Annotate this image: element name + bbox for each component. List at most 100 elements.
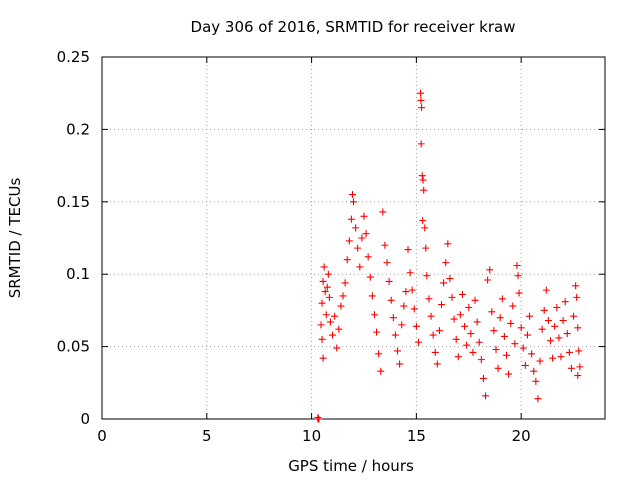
data-point [396,360,404,368]
data-point [364,253,372,261]
data-point [488,308,496,316]
x-tick-label: 20 [512,427,531,445]
data-point [352,224,360,232]
data-point [567,364,575,372]
data-point [479,374,487,382]
data-point [496,314,504,322]
data-point [408,286,416,294]
data-point [348,191,356,199]
data-point [404,246,412,254]
data-point [469,348,477,356]
data-point [406,269,414,277]
data-point [465,304,473,312]
data-point [425,295,433,303]
data-point [526,312,534,320]
data-point [461,322,469,330]
data-point [507,319,515,327]
data-point [341,279,349,287]
data-point [373,328,381,336]
x-tick-label: 15 [407,427,426,445]
data-point [343,256,351,264]
data-point [530,367,538,375]
data-point [412,322,420,330]
data-point [322,311,330,319]
data-point [429,331,437,339]
x-tick-label: 0 [97,427,107,445]
data-point [463,341,471,349]
data-point [381,241,389,249]
data-point [370,311,378,319]
data-point [561,298,569,306]
data-point [521,361,529,369]
data-point [519,344,527,352]
data-point [318,299,326,307]
data-point [559,317,567,325]
data-point [544,317,552,325]
data-point [419,217,427,225]
data-point [423,272,431,280]
y-tick-label: 0.2 [66,120,90,138]
data-point [326,318,334,326]
data-point [402,288,410,296]
data-point [354,244,362,252]
data-point [536,357,544,365]
grid [102,57,605,419]
data-point [419,176,427,184]
data-point [574,372,582,380]
data-point [542,286,550,294]
data-point [505,370,513,378]
data-point [333,344,341,352]
data-point [477,356,485,364]
data-point [318,335,326,343]
data-point [362,230,370,238]
data-point [433,360,441,368]
data-point [513,262,521,270]
data-point [517,324,525,332]
data-point [467,330,475,338]
data-point [515,289,523,297]
data-point [379,208,387,216]
data-point [317,321,325,329]
y-axis-label: SRMTID / TECUs [6,178,24,299]
data-point [325,293,333,301]
y-tick-label: 0.05 [57,338,90,356]
data-point [534,395,542,403]
data-point [417,89,425,97]
data-point [540,306,548,314]
data-point [375,350,383,358]
data-point [452,335,460,343]
data-point [377,367,385,375]
data-point [324,270,332,278]
data-point [398,321,406,329]
data-point [389,314,397,322]
data-point [417,140,425,148]
data-point [331,312,339,320]
y-tick-label: 0.15 [57,193,90,211]
y-tick-label: 0.1 [66,265,90,283]
data-point [538,325,546,333]
data-point [549,354,557,362]
data-point [319,277,327,285]
data-point [557,353,565,361]
data-point [391,331,399,339]
data-point [356,263,364,271]
data-point [454,353,462,361]
data-point [417,96,425,104]
data-point [494,364,502,372]
data-point [360,212,368,220]
data-point [335,325,343,333]
data-point [421,224,429,232]
data-point [492,345,500,353]
data-point [337,302,345,310]
y-tick-label: 0.25 [57,48,90,66]
data-point [422,244,430,252]
data-point [484,276,492,284]
data-point [350,198,357,206]
data-point [442,259,450,267]
data-point [555,334,563,342]
data-point [446,275,454,283]
x-tick-label: 10 [302,427,321,445]
data-point [532,377,540,385]
data-point [450,315,458,323]
